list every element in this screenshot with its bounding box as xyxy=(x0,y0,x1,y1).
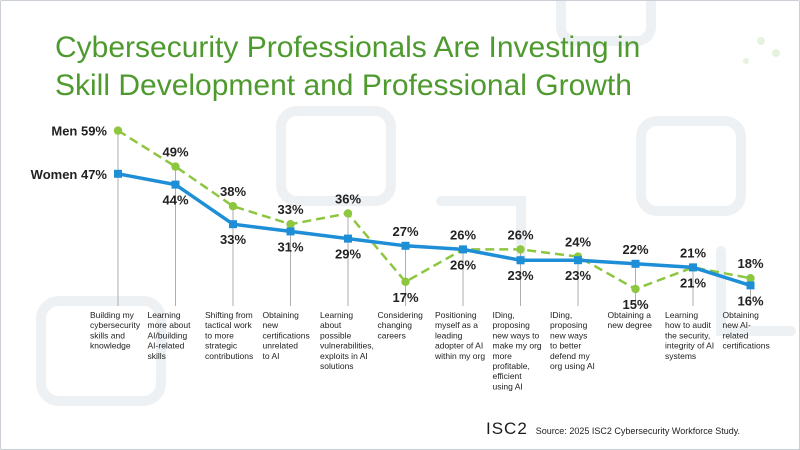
women-point-4 xyxy=(344,234,352,243)
category-label-7: IDing, proposing new ways to make my org mor… xyxy=(493,310,542,391)
men-point-5 xyxy=(401,277,410,286)
men-series-line xyxy=(117,129,751,291)
women-point-10 xyxy=(689,263,697,272)
title-line-2: Skill Development and Professional Growt… xyxy=(55,69,632,102)
women-data-label-5: 27% xyxy=(392,224,418,239)
women-point-11 xyxy=(746,281,755,290)
page-title: Cybersecurity Professionals Are Investin… xyxy=(55,29,775,105)
men-point-9 xyxy=(631,284,640,294)
women-series-label: Women 47% xyxy=(31,167,108,182)
category-label-4: Learning about possible vulnerabilities, exp… xyxy=(320,310,374,371)
men-data-label-1: 49% xyxy=(162,145,188,160)
women-data-label-9: 22% xyxy=(622,242,648,257)
men-point-7 xyxy=(516,245,525,254)
men-data-label-6: 26% xyxy=(450,227,476,242)
men-data-label-10: 21% xyxy=(680,245,706,260)
isc2-logo: ISC2 xyxy=(486,419,528,438)
women-data-label-10: 21% xyxy=(680,275,706,290)
source-note: Source: 2025 ISC2 Cybersecurity Workforc… xyxy=(535,426,741,436)
men-point-0 xyxy=(113,126,123,135)
category-label-5: Considering changing careers xyxy=(378,310,424,340)
women-data-label-6: 26% xyxy=(450,257,476,272)
men-data-label-8: 24% xyxy=(565,235,591,250)
category-label-2: Shifting from tactical work to more strateg… xyxy=(205,310,253,361)
category-label-9: Obtaining a new degree xyxy=(608,310,653,330)
women-point-3 xyxy=(286,227,295,236)
footer: ISC2 Source: 2025 ISC2 Cybersecurity Wor… xyxy=(486,419,740,439)
men-data-label-11: 18% xyxy=(737,256,763,271)
men-data-label-2: 38% xyxy=(220,184,246,199)
women-point-9 xyxy=(631,259,640,268)
men-series-label: Men 59% xyxy=(51,124,107,139)
women-data-label-2: 33% xyxy=(220,232,246,247)
category-label-6: Positioning myself as a leading adopter of … xyxy=(434,310,485,361)
women-point-2 xyxy=(229,220,237,229)
women-point-7 xyxy=(516,256,525,265)
men-data-label-7: 26% xyxy=(507,227,533,242)
men-point-3 xyxy=(286,220,295,229)
women-point-0 xyxy=(114,169,122,178)
men-data-label-4: 36% xyxy=(335,191,361,206)
women-point-8 xyxy=(574,256,582,265)
category-label-11: Obtaining new AI-related certifications xyxy=(723,310,770,351)
women-point-1 xyxy=(171,180,180,189)
category-label-1: Learning more about AI/building AI-related s… xyxy=(148,310,192,361)
category-label-0: Building my cybersecurity skills and knowle… xyxy=(90,310,141,351)
men-data-label-5: 17% xyxy=(392,290,418,305)
women-data-label-11: 16% xyxy=(737,293,763,308)
men-data-label-3: 33% xyxy=(277,202,303,217)
women-point-5 xyxy=(401,241,410,250)
women-point-6 xyxy=(459,245,467,254)
women-series-line xyxy=(117,172,752,288)
men-point-11 xyxy=(746,274,755,283)
men-point-4 xyxy=(343,209,353,218)
category-label-10: Learning how to audit the security, integri… xyxy=(665,310,714,361)
men-point-2 xyxy=(228,202,238,211)
women-data-label-3: 31% xyxy=(277,239,303,254)
women-data-label-7: 23% xyxy=(507,268,533,283)
men-data-label-9: 15% xyxy=(622,297,648,312)
men-point-1 xyxy=(171,162,180,171)
women-data-label-1: 44% xyxy=(162,193,188,208)
women-data-label-4: 29% xyxy=(335,247,361,262)
category-label-3: Obtaining new certifications unrelated to AI xyxy=(263,310,310,361)
women-data-label-8: 23% xyxy=(565,268,591,283)
category-label-8: IDing, proposing new ways to better defend m… xyxy=(550,310,595,371)
title-line-1: Cybersecurity Professionals Are Investin… xyxy=(55,31,641,64)
